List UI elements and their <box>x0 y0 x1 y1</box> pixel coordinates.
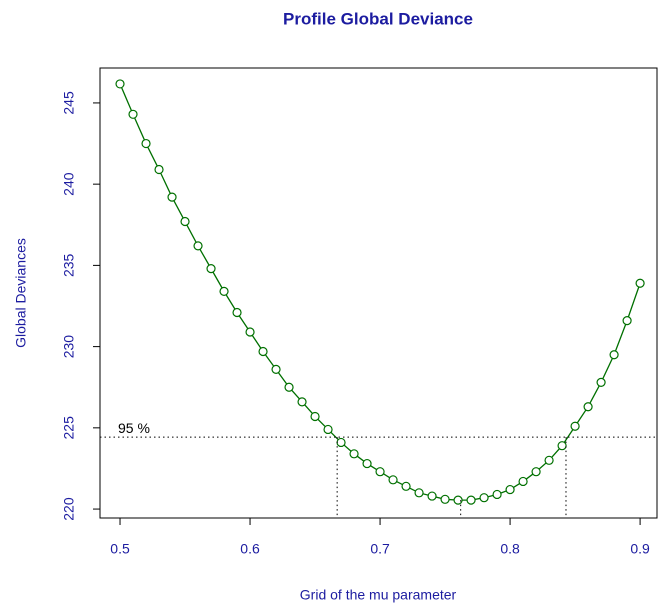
x-tick-label: 0.8 <box>500 541 520 557</box>
point <box>596 377 606 387</box>
series-line <box>119 83 641 501</box>
point <box>271 364 281 374</box>
point <box>297 397 307 407</box>
point <box>570 421 580 431</box>
point <box>518 476 528 487</box>
x-tick-label: 0.9 <box>630 541 650 557</box>
point <box>505 484 515 495</box>
point <box>401 481 411 491</box>
point <box>622 316 632 326</box>
point <box>427 491 437 501</box>
point <box>206 264 216 274</box>
point <box>492 489 502 500</box>
point <box>609 350 619 360</box>
point <box>154 164 164 175</box>
point <box>336 437 346 448</box>
y-tick-label: 220 <box>61 497 77 521</box>
chart-title: Profile Global Deviance <box>283 9 473 28</box>
point <box>232 307 242 318</box>
point <box>531 467 541 477</box>
point <box>219 286 229 296</box>
point <box>180 216 190 227</box>
point <box>167 192 177 202</box>
reference-label: 95 % <box>118 420 150 436</box>
x-tick-label: 0.5 <box>110 541 130 557</box>
y-tick-label: 235 <box>61 253 77 277</box>
y-axis-label: Global Deviances <box>13 238 29 348</box>
point <box>388 475 398 485</box>
plot-box <box>99 67 658 519</box>
point <box>193 241 203 251</box>
point <box>414 488 424 498</box>
point <box>635 278 645 288</box>
point <box>349 449 359 459</box>
x-axis-label: Grid of the mu parameter <box>300 587 457 603</box>
point <box>128 109 138 119</box>
point <box>453 495 463 505</box>
y-tick-label: 245 <box>61 91 77 115</box>
x-tick-label: 0.7 <box>370 541 390 557</box>
x-tick-label: 0.6 <box>240 541 260 557</box>
point <box>466 495 476 505</box>
point <box>479 493 489 503</box>
point <box>258 346 268 357</box>
point <box>284 382 294 392</box>
point <box>375 467 385 477</box>
point <box>245 327 255 337</box>
point <box>557 441 567 451</box>
y-tick-label: 225 <box>61 416 77 440</box>
point <box>115 79 125 89</box>
y-tick-label: 230 <box>61 335 77 359</box>
point <box>141 138 151 149</box>
point <box>440 494 450 504</box>
point <box>310 411 320 422</box>
point <box>583 402 593 412</box>
point <box>362 458 372 469</box>
y-tick-label: 240 <box>61 172 77 196</box>
point <box>544 455 554 465</box>
point <box>323 424 333 435</box>
